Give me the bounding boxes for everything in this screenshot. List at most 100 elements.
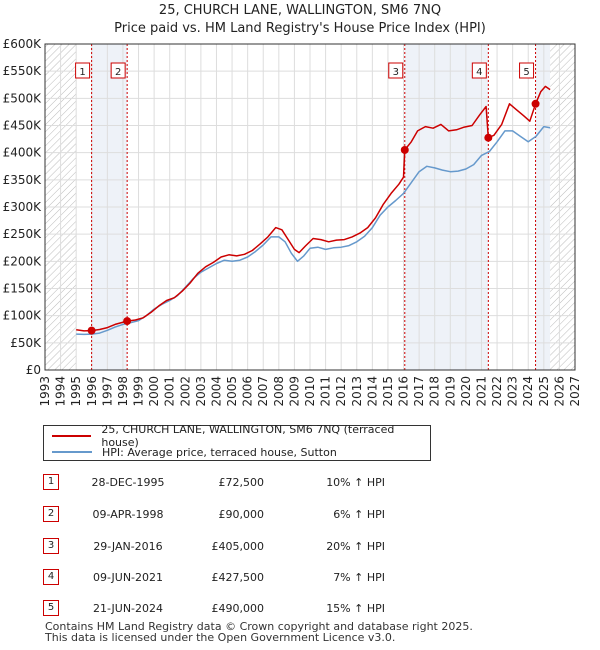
title-line-1: 25, CHURCH LANE, WALLINGTON, SM6 7NQ [158,3,442,18]
plot-border [44,43,576,371]
legend: 25, CHURCH LANE, WALLINGTON, SM6 7NQ (te… [43,423,431,461]
sale-row: 5 21-JUN-2024 £490,000 15% ↑ HPI [43,600,563,618]
x-tick-label: 2027 [568,376,582,407]
sale-number-label: 1 [79,67,85,78]
x-tick-label: 2012 [334,376,348,407]
sale-number-box [471,62,487,79]
x-tick-label: 1993 [38,376,52,407]
x-tick-label: 2003 [194,376,208,407]
sale-row: 4 09-JUN-2021 £427,500 7% ↑ HPI [43,569,563,587]
sale-point [400,145,409,154]
sale-hpi-diff: 15% ↑ HPI [326,602,385,615]
y-tick-label: £500K [3,91,43,105]
x-tick-label: 1999 [132,376,146,407]
sale-point [484,133,493,142]
legend-swatch-hpi [52,451,92,453]
x-tick-label: 1995 [69,376,83,407]
sale-date: 21-JUN-2024 [92,602,164,615]
y-tick-label: £0 [26,363,41,377]
y-tick-label: £450K [3,119,43,133]
y-tick-label: £600K [3,37,43,51]
x-tick-label: 1998 [116,376,130,407]
x-tick-label: 1996 [85,376,99,407]
y-tick-label: £550K [3,64,43,78]
legend-label-hpi: HPI: Average price, terraced house, Sutt… [102,445,337,459]
y-tick-label: £350K [3,173,43,187]
sale-price: £490,000 [211,602,265,615]
x-tick-label: 1997 [100,376,114,407]
x-tick-label: 2010 [303,376,317,407]
sale-date: 29-JAN-2016 [93,540,163,553]
y-tick-label: £250K [3,227,43,241]
sale-hpi-diff: 20% ↑ HPI [326,540,385,553]
sale-point [531,99,540,108]
sale-number-box [110,62,126,79]
sale-point [87,326,96,335]
x-tick-label: 2020 [459,376,473,407]
sale-row: 3 29-JAN-2016 £405,000 20% ↑ HPI [43,538,563,556]
series-line [76,85,551,332]
x-tick-label: 2008 [272,376,286,407]
chart-title: 25, CHURCH LANE, WALLINGTON, SM6 7NQ Pri… [0,2,600,38]
x-tick-label: 2002 [178,376,192,407]
sale-marker-box: 5 [43,600,59,616]
x-tick-label: 1994 [54,376,68,407]
x-tick-label: 2000 [147,376,161,407]
legend-swatch-price [52,435,92,437]
sale-number-label: 4 [476,67,482,78]
x-tick-label: 2019 [443,376,457,407]
price-chart: £0 £50K £100K £150K £200K £250K £300K £350K £400… [3,37,582,407]
x-tick-label: 2023 [506,376,520,407]
y-tick-label: £200K [3,254,43,268]
sale-marker-box: 2 [43,506,59,522]
x-tick-label: 2026 [552,376,566,407]
sale-marker-box: 4 [43,569,59,585]
sale-number-label: 2 [115,67,121,78]
y-tick-label: £400K [3,146,43,160]
sale-number-label: 5 [523,67,529,78]
sale-hpi-diff: 6% ↑ HPI [333,508,385,521]
x-tick-label: 2013 [350,376,364,407]
sale-number-box [519,62,535,79]
footer-licence: This data is licensed under the Open Gov… [45,631,396,644]
y-tick-label: £100K [3,309,43,323]
sale-price: £427,500 [211,571,265,584]
sale-row: 1 28-DEC-1995 £72,500 10% ↑ HPI [43,474,563,492]
sale-date: 09-JUN-2021 [92,571,164,584]
footer-copyright: Contains HM Land Registry data © Crown c… [45,620,473,633]
x-tick-label: 2016 [397,376,411,407]
sale-price: £90,000 [218,508,265,521]
sale-number-label: 3 [393,67,399,78]
x-tick-label: 2017 [412,376,426,407]
y-tick-label: £50K [10,336,42,350]
sale-price: £405,000 [211,540,265,553]
sale-price: £72,500 [218,476,265,489]
y-tick-label: £300K [3,200,43,214]
sale-hpi-diff: 10% ↑ HPI [326,476,385,489]
sale-date: 28-DEC-1995 [91,476,165,489]
x-tick-label: 2004 [209,376,223,407]
x-tick-label: 2025 [537,376,551,407]
sale-number-box [75,62,91,79]
x-tick-label: 2005 [225,376,239,407]
x-tick-label: 2001 [163,376,177,407]
footer: Contains HM Land Registry data © Crown c… [45,621,473,643]
sale-number-box [388,62,404,79]
legend-item-price: 25, CHURCH LANE, WALLINGTON, SM6 7NQ (te… [52,423,430,449]
x-tick-label: 2009 [287,376,301,407]
sale-hpi-diff: 7% ↑ HPI [333,571,385,584]
x-tick-label: 2011 [319,376,333,407]
sale-marker-box: 3 [43,538,59,554]
title-line-2: Price paid vs. HM Land Registry's House … [114,21,486,36]
legend-item-hpi: HPI: Average price, terraced house, Sutt… [52,444,337,460]
x-tick-label: 2024 [521,376,535,407]
y-tick-label: £150K [3,282,43,296]
x-tick-label: 2018 [428,376,442,407]
x-tick-label: 2021 [474,376,488,407]
x-tick-label: 2022 [490,376,504,407]
sale-point [123,317,132,326]
x-tick-label: 2014 [365,376,379,407]
legend-label-price: 25, CHURCH LANE, WALLINGTON, SM6 7NQ (te… [101,423,395,449]
x-tick-label: 2006 [241,376,255,407]
x-tick-label: 2007 [256,376,270,407]
